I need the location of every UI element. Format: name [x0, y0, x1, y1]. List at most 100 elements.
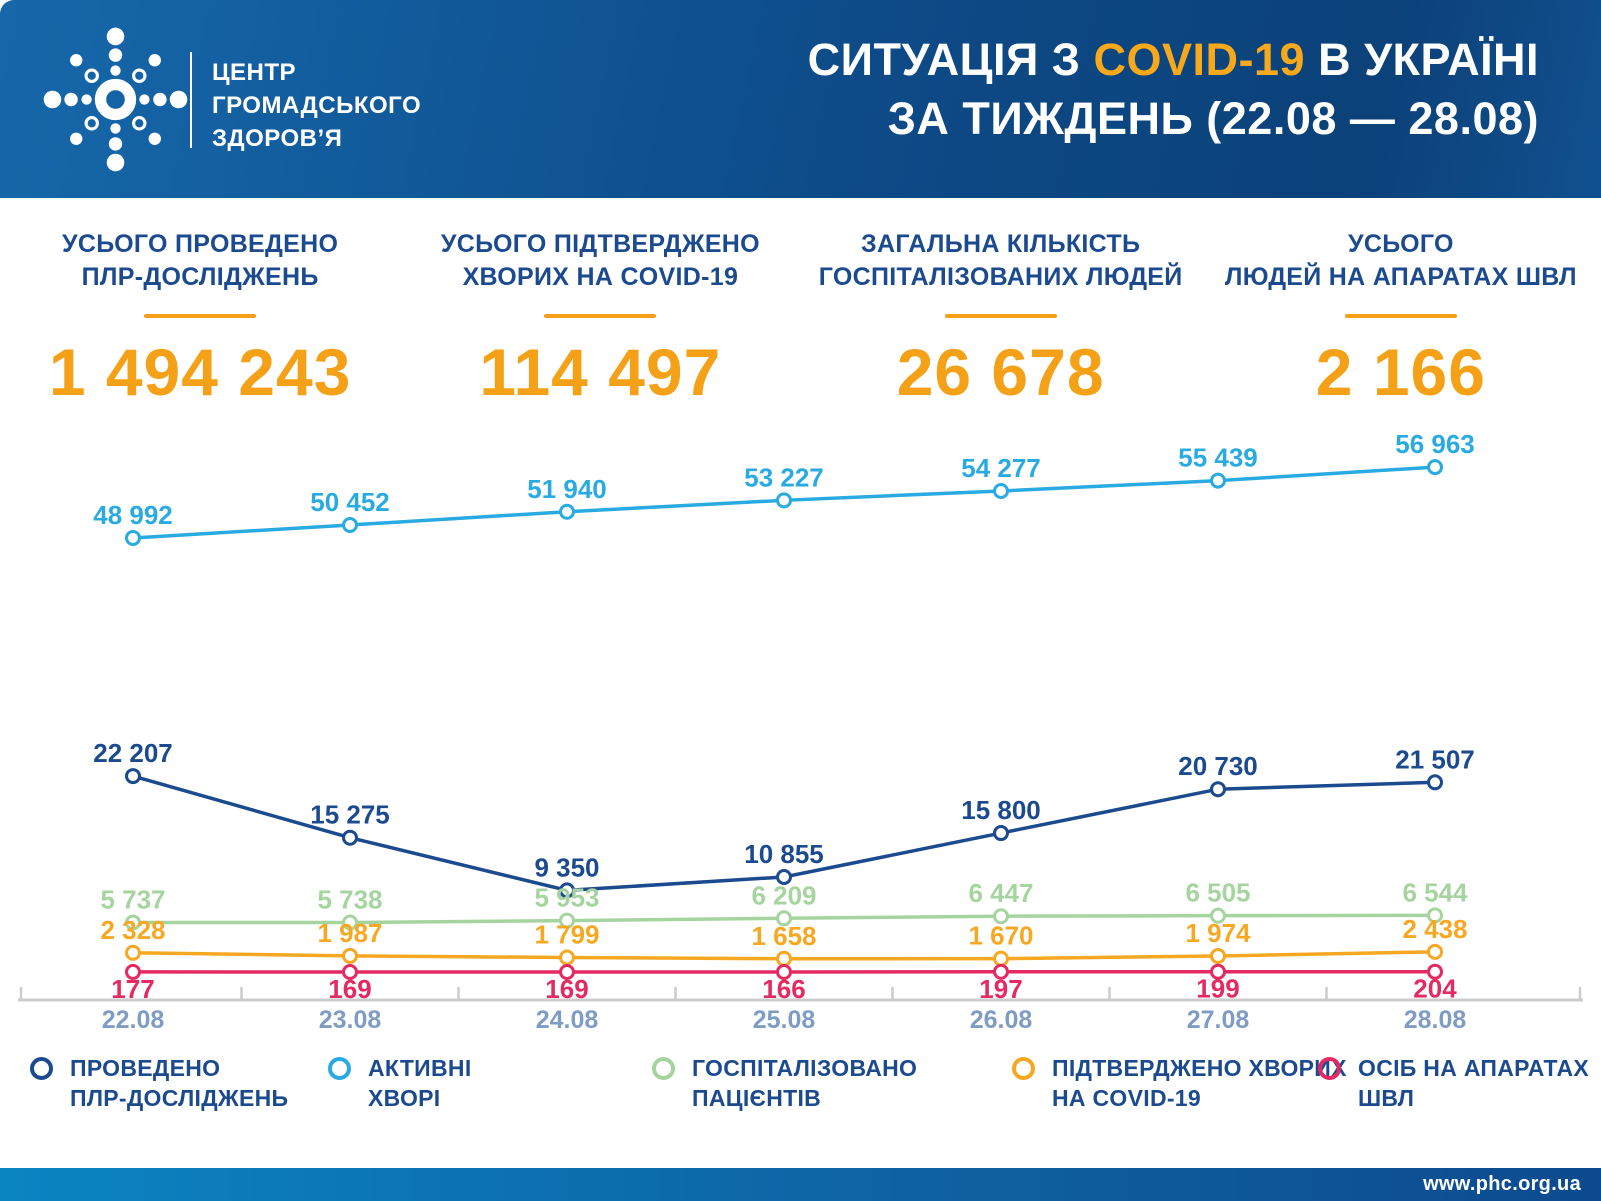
logo-divider	[190, 52, 192, 148]
chart-point	[993, 963, 1009, 980]
stat-label: ЗАГАЛЬНА КІЛЬКІСТЬ ГОСПІТАЛІЗОВАНИХ ЛЮДЕ…	[818, 230, 1183, 291]
stat-value: 114 497	[479, 335, 722, 409]
logo-text: ЦЕНТР ГРОМАДСЬКОГО ЗДОРОВ’Я	[212, 56, 421, 155]
chart-value-label: 204	[1413, 974, 1457, 1004]
chart-point	[125, 768, 141, 785]
stat-divider	[944, 314, 1057, 318]
x-axis-label: 25.08	[753, 1006, 816, 1034]
legend-ring-icon	[1318, 1057, 1341, 1080]
legend-ring-icon	[328, 1057, 351, 1080]
chart-point	[559, 882, 575, 899]
chart-value-label: 169	[545, 974, 588, 1004]
chart-value-label: 9 350	[534, 852, 599, 882]
chart-point	[125, 963, 141, 980]
legend-item-hospitalized: ГОСПІТАЛІЗОВАНО ПАЦІЄНТІВ	[652, 1053, 917, 1113]
chart-point	[993, 482, 1009, 499]
chart-value-label: 6 544	[1402, 877, 1468, 907]
stat-label: УСЬОГО ПРОВЕДЕНО ПЛР-ДОСЛІДЖЕНЬ	[62, 230, 339, 291]
chart-value-label: 2 328	[100, 915, 165, 945]
chart-point	[342, 964, 358, 980]
footer-url: www.phc.org.ua	[1423, 1173, 1581, 1195]
chart-point	[776, 869, 792, 886]
legend-item-ventilators: ОСІБ НА АПАРАТАХ ШВЛ	[1318, 1053, 1589, 1113]
stat-cards-row: УСЬОГО ПРОВЕДЕНО ПЛР-ДОСЛІДЖЕНЬ 1 494 24…	[0, 228, 1601, 410]
phc-logo-icon	[43, 27, 188, 172]
chart-legend: ПРОВЕДЕНО ПЛР-ДОСЛІДЖЕНЬ АКТИВНІ ХВОРІ Г…	[0, 1053, 1601, 1133]
chart-point	[993, 950, 1009, 967]
chart-point	[125, 529, 141, 546]
chart-point	[993, 908, 1009, 925]
footer-bar: www.phc.org.ua	[0, 1168, 1601, 1201]
chart-value-label: 48 992	[93, 500, 173, 530]
logo-text-line3: ЗДОРОВ’Я	[212, 125, 343, 152]
x-axis-label: 27.08	[1187, 1006, 1250, 1034]
chart-value-label: 20 730	[1178, 751, 1258, 781]
chart-value-label: 177	[111, 974, 154, 1004]
chart-value-label: 2 438	[1402, 914, 1467, 944]
stat-divider	[1344, 314, 1457, 318]
chart-point	[342, 914, 358, 931]
chart-point	[1210, 963, 1226, 980]
chart-point	[1427, 459, 1443, 476]
chart-point	[125, 914, 141, 931]
chart-point	[342, 829, 358, 846]
chart-value-label: 15 275	[310, 800, 390, 830]
stat-divider	[544, 314, 657, 318]
chart-value-label: 10 855	[744, 839, 824, 869]
stat-value: 2 166	[1315, 335, 1486, 409]
chart-point	[342, 947, 358, 964]
stat-divider	[144, 314, 257, 318]
stat-card-ventilators-total: УСЬОГО ЛЮДЕЙ НА АПАРАТАХ ШВЛ 2 166	[1201, 228, 1601, 410]
x-axis-label: 28.08	[1404, 1006, 1467, 1034]
chart-point	[559, 949, 575, 966]
chart-point	[776, 910, 792, 927]
stat-card-confirmed-total: УСЬОГО ПІДТВЕРДЖЕНО ХВОРИХ НА COVID-19 1…	[400, 228, 800, 410]
stat-label: УСЬОГО ПІДТВЕРДЖЕНО ХВОРИХ НА COVID-19	[440, 230, 760, 291]
x-axis-label: 22.08	[102, 1006, 165, 1034]
chart-point	[559, 912, 575, 929]
logo-text-line1: ЦЕНТР	[212, 59, 297, 86]
weekly-trends-line-chart: 22.08 23.08 24.08 25.08 26.08 27.08 28.08 48 99…	[18, 429, 1583, 1034]
chart-value-label: 15 800	[961, 795, 1041, 825]
stat-card-hospitalized-total: ЗАГАЛЬНА КІЛЬКІСТЬ ГОСПІТАЛІЗОВАНИХ ЛЮДЕ…	[801, 228, 1201, 410]
chart-value-label: 1 987	[317, 918, 382, 948]
stat-value: 1 494 243	[48, 335, 352, 409]
page-title-line2: ЗА ТИЖДЕНЬ (22.08 — 28.08)	[887, 93, 1539, 144]
chart-point	[776, 492, 792, 509]
title-prefix: СИТУАЦІЯ З	[807, 34, 1094, 85]
legend-item-pcr: ПРОВЕДЕНО ПЛР-ДОСЛІДЖЕНЬ	[30, 1053, 288, 1113]
chart-value-label: 50 452	[310, 487, 390, 517]
chart-point	[776, 964, 792, 981]
legend-item-confirmed: ПІДТВЕРДЖЕНО ХВОРИХ НА COVID-19	[1012, 1053, 1347, 1113]
title-suffix: В УКРАЇНІ	[1305, 34, 1539, 85]
chart-value-label: 197	[979, 974, 1022, 1004]
stat-label: УСЬОГО ЛЮДЕЙ НА АПАРАТАХ ШВЛ	[1224, 230, 1577, 291]
stat-value: 26 678	[896, 335, 1105, 409]
chart-point	[559, 503, 575, 520]
x-axis-label: 23.08	[319, 1006, 382, 1034]
chart-point	[1427, 963, 1443, 980]
chart-value-label: 199	[1196, 974, 1239, 1004]
chart-point	[342, 516, 358, 533]
chart-value-label: 166	[762, 974, 805, 1004]
chart-point	[125, 944, 141, 961]
page-title-line1: СИТУАЦІЯ З COVID-19 В УКРАЇНІ	[808, 30, 1539, 89]
legend-ring-icon	[1012, 1057, 1035, 1080]
chart-point	[1427, 943, 1443, 960]
chart-point	[559, 964, 575, 980]
chart-point	[1427, 907, 1443, 924]
chart-value-label: 51 940	[527, 474, 607, 504]
chart-value-label: 55 439	[1178, 443, 1258, 473]
chart-point	[776, 950, 792, 967]
legend-item-active: АКТИВНІ ХВОРІ	[328, 1053, 472, 1113]
x-axis-label: 26.08	[970, 1006, 1033, 1034]
chart-value-label: 53 227	[744, 462, 824, 492]
chart-point	[1210, 907, 1226, 924]
legend-ring-icon	[652, 1057, 675, 1080]
chart-value-label: 5 737	[100, 885, 165, 915]
chart-value-label: 1 974	[1185, 918, 1251, 948]
chart-point	[1210, 781, 1226, 798]
chart-point	[1210, 947, 1226, 964]
stat-card-pcr-total: УСЬОГО ПРОВЕДЕНО ПЛР-ДОСЛІДЖЕНЬ 1 494 24…	[0, 228, 400, 410]
chart-value-label: 6 447	[968, 878, 1033, 908]
